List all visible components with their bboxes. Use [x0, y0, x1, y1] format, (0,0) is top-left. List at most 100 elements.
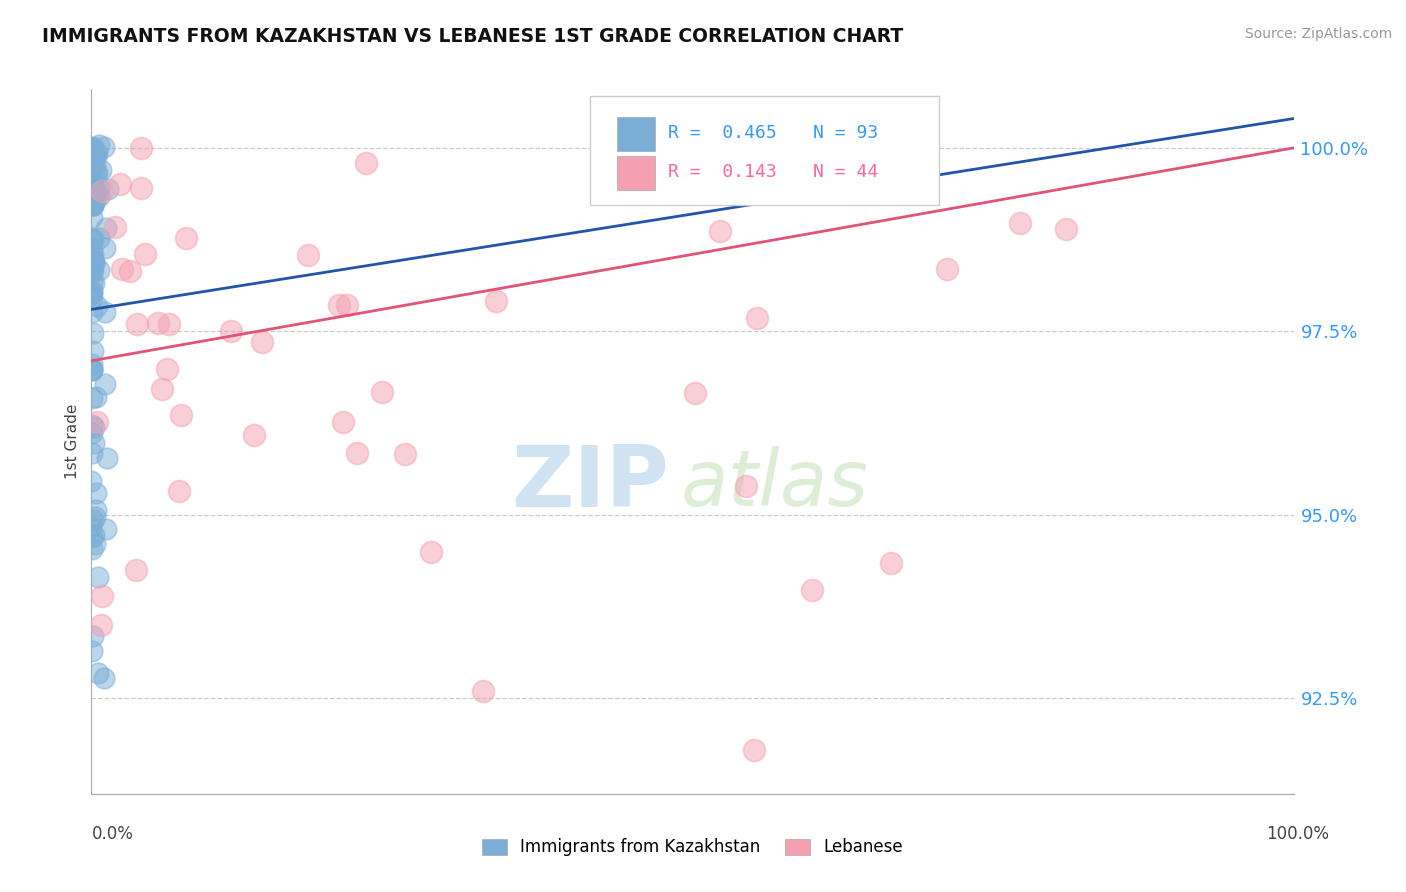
Point	[89, 180, 111, 194]
Point	[82, 232, 104, 246]
Bar	[617, 117, 655, 151]
Point	[80, 142, 103, 156]
Point	[420, 544, 443, 558]
Point	[80, 233, 103, 247]
Point	[80, 541, 103, 556]
Point	[84, 167, 107, 181]
Point	[82, 248, 104, 262]
Point	[82, 343, 104, 358]
Point	[93, 671, 115, 685]
Point	[83, 254, 105, 268]
Point	[734, 479, 756, 493]
Point	[935, 262, 957, 277]
Point	[336, 298, 359, 312]
FancyBboxPatch shape	[591, 96, 939, 205]
Point	[87, 189, 110, 203]
Point	[1054, 222, 1077, 236]
Point	[80, 171, 103, 186]
Point	[94, 220, 117, 235]
Point	[86, 299, 108, 313]
Point	[745, 310, 768, 325]
Point	[146, 316, 169, 330]
Point	[84, 183, 107, 197]
Point	[346, 446, 368, 460]
Point	[219, 324, 242, 338]
Point	[82, 140, 104, 154]
Legend: Immigrants from Kazakhstan, Lebanese: Immigrants from Kazakhstan, Lebanese	[475, 831, 910, 863]
Point	[90, 618, 112, 632]
Point	[80, 363, 103, 377]
Point	[82, 197, 104, 211]
Point	[82, 392, 104, 406]
Text: IMMIGRANTS FROM KAZAKHSTAN VS LEBANESE 1ST GRADE CORRELATION CHART: IMMIGRANTS FROM KAZAKHSTAN VS LEBANESE 1…	[42, 27, 904, 45]
Point	[108, 178, 131, 192]
Point	[84, 485, 107, 500]
Point	[111, 261, 134, 276]
Point	[80, 165, 103, 179]
Point	[150, 382, 173, 396]
Point	[83, 528, 105, 542]
Point	[82, 253, 104, 268]
Point	[80, 426, 103, 441]
Point	[80, 291, 103, 305]
Point	[394, 447, 416, 461]
Point	[84, 390, 107, 404]
Point	[90, 184, 112, 198]
Point	[83, 187, 105, 202]
Point	[471, 684, 494, 698]
Point	[82, 197, 104, 211]
Point	[80, 211, 103, 225]
Point	[80, 362, 103, 376]
Point	[880, 556, 903, 570]
Point	[80, 519, 103, 533]
Point	[328, 298, 350, 312]
Point	[80, 252, 103, 267]
Point	[80, 178, 103, 193]
Point	[87, 231, 110, 245]
Point	[129, 181, 152, 195]
Point	[243, 428, 266, 442]
Point	[82, 513, 104, 527]
Point	[91, 589, 114, 603]
Point	[82, 326, 104, 340]
Point	[80, 146, 103, 161]
Text: Source: ZipAtlas.com: Source: ZipAtlas.com	[1244, 27, 1392, 41]
Text: N = 93: N = 93	[813, 124, 877, 142]
Text: 100.0%: 100.0%	[1265, 825, 1329, 843]
Point	[94, 241, 117, 255]
Point	[86, 415, 108, 429]
Point	[93, 139, 115, 153]
Point	[80, 242, 103, 256]
Text: R =  0.143: R = 0.143	[668, 163, 778, 181]
Point	[87, 262, 110, 277]
Point	[104, 220, 127, 235]
Point	[80, 184, 103, 198]
Point	[80, 264, 103, 278]
Text: atlas: atlas	[681, 446, 869, 522]
Point	[94, 376, 117, 391]
Point	[174, 231, 197, 245]
Point	[157, 317, 180, 331]
Point	[709, 224, 731, 238]
Point	[170, 408, 193, 422]
Point	[86, 146, 108, 161]
Point	[83, 194, 105, 209]
Text: ZIP: ZIP	[510, 442, 668, 525]
Point	[683, 386, 706, 401]
Point	[80, 531, 103, 545]
Point	[742, 743, 765, 757]
Point	[86, 666, 108, 681]
Text: N = 44: N = 44	[813, 163, 877, 181]
Point	[80, 284, 103, 298]
Point	[80, 474, 103, 488]
Point	[252, 335, 274, 350]
Point	[332, 415, 354, 429]
Point	[82, 263, 104, 277]
Point	[82, 362, 104, 376]
Point	[485, 294, 508, 309]
Point	[82, 180, 104, 194]
Point	[89, 138, 111, 153]
Point	[84, 149, 107, 163]
Point	[96, 450, 118, 465]
Point	[131, 141, 153, 155]
